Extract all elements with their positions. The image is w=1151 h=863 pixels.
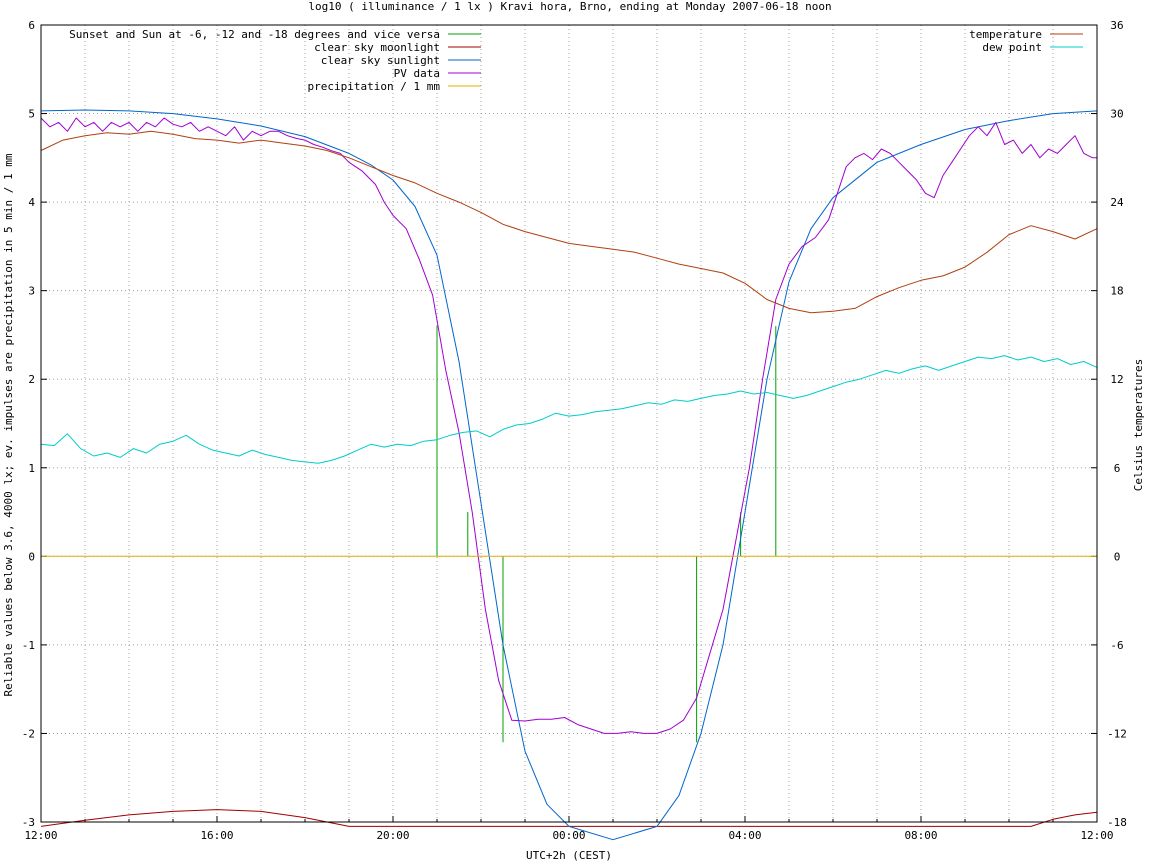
x-tick-label: 12:00 xyxy=(1080,829,1113,842)
series-sunlight xyxy=(40,109,1098,841)
y2-tick-label: 36 xyxy=(1110,19,1123,32)
x-tick-label: 04:00 xyxy=(728,829,761,842)
y2-tick-label: -12 xyxy=(1107,727,1127,740)
y2-tick-label: 18 xyxy=(1110,285,1123,298)
legend-left-label: Sunset and Sun at -6, -12 and -18 degree… xyxy=(69,28,440,41)
y-tick-label: -3 xyxy=(22,816,35,829)
y-tick-label: 5 xyxy=(28,108,35,121)
x-tick-label: 08:00 xyxy=(904,829,937,842)
y2-tick-label: -6 xyxy=(1110,639,1123,652)
x-tick-label: 12:00 xyxy=(24,829,57,842)
legend-right-label: dew point xyxy=(982,41,1042,54)
legend: Sunset and Sun at -6, -12 and -18 degree… xyxy=(69,28,1083,93)
y2-tick-label: 30 xyxy=(1110,108,1123,121)
y-tick-label: -1 xyxy=(22,639,35,652)
y-tick-label: 1 xyxy=(28,462,35,475)
y2-axis-label: Celsius temperatures xyxy=(1132,359,1145,491)
legend-right-label: temperature xyxy=(969,28,1042,41)
x-tick-label: 16:00 xyxy=(200,829,233,842)
legend-left-label: clear sky moonlight xyxy=(314,41,440,54)
legend-left-label: precipitation / 1 mm xyxy=(308,80,441,93)
y2-tick-label: 0 xyxy=(1114,550,1121,563)
x-tick-label: 00:00 xyxy=(552,829,585,842)
legend-left-label: PV data xyxy=(394,67,440,80)
series-moonlight xyxy=(40,809,1098,827)
y-tick-label: 4 xyxy=(28,196,35,209)
y-tick-label: -2 xyxy=(22,727,35,740)
y-axis-label: Reliable values below 3.6, 4000 lx; ev. … xyxy=(2,153,15,696)
grid xyxy=(41,25,1097,822)
series-dew_point xyxy=(40,355,1098,464)
x-tick-label: 20:00 xyxy=(376,829,409,842)
y-tick-label: 2 xyxy=(28,373,35,386)
y-tick-label: 3 xyxy=(28,285,35,298)
y2-tick-label: 24 xyxy=(1110,196,1124,209)
series-temperature xyxy=(40,130,1098,314)
legend-left-label: clear sky sunlight xyxy=(321,54,440,67)
plot-frame xyxy=(40,24,1098,823)
y2-tick-label: 12 xyxy=(1110,373,1123,386)
x-axis-label: UTC+2h (CEST) xyxy=(526,849,612,862)
plot-series xyxy=(40,109,1098,841)
chart-title: log10 ( illuminance / 1 lx ) Kravi hora,… xyxy=(308,0,831,13)
y-tick-label: 0 xyxy=(28,550,35,563)
y2-tick-label: -18 xyxy=(1107,816,1127,829)
series-pv xyxy=(40,117,1097,734)
y2-tick-label: 6 xyxy=(1114,462,1121,475)
y-tick-label: 6 xyxy=(28,19,35,32)
